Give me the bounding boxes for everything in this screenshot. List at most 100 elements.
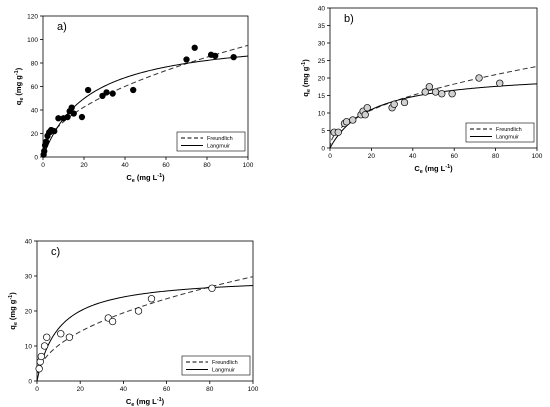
series-line-langmuir [36, 285, 254, 382]
y-axis-label-ylabel-sub: e [306, 89, 312, 92]
y-tick-label: 60 [31, 84, 39, 91]
x-axis-label-xlabel: C [414, 164, 420, 173]
y-tick-label: 15 [318, 93, 326, 100]
y-axis-label-unit-close: ) [14, 67, 23, 70]
x-axis-label-xlabel: C [126, 173, 132, 182]
series-line-freundlich [36, 276, 254, 382]
y-tick-label: 20 [31, 131, 39, 138]
legend-label-langmuir: Langmuir [207, 144, 230, 150]
data-point [147, 295, 156, 303]
x-axis-label-xlabel-unit: (mg L [425, 164, 446, 173]
legend: Freundlich Langmuir [176, 131, 246, 152]
legend: Freundlich Langmuir [181, 355, 251, 376]
x-tick-label: 40 [120, 386, 128, 393]
legend-box [181, 355, 251, 376]
y-axis-label-ylabel-sub: e [13, 322, 19, 325]
y-axis-label-unit-exp: -1 [8, 295, 14, 300]
data-point [212, 52, 219, 60]
x-axis-label-unit-close: ) [450, 164, 453, 173]
data-point [42, 138, 50, 145]
data-point [349, 116, 357, 124]
x-tick-label: 80 [203, 162, 211, 169]
x-tick-label: 80 [492, 153, 500, 160]
data-point [40, 342, 49, 350]
x-tick-label: 40 [409, 153, 417, 160]
data-point [390, 100, 398, 108]
y-tick-label: 40 [31, 107, 39, 114]
y-tick-label: 0 [34, 154, 38, 161]
data-point [70, 110, 77, 117]
data-point [448, 90, 456, 98]
data-point [55, 115, 62, 122]
y-tick-label: 30 [25, 273, 33, 280]
data-point [438, 90, 446, 98]
data-point [230, 53, 237, 61]
x-axis-label-xlabel: C [126, 397, 132, 406]
data-point [84, 86, 92, 94]
data-point [361, 111, 369, 119]
x-axis-label: Ce (mg L-1) [414, 164, 453, 175]
legend: Freundlich Langmuir [465, 122, 535, 143]
data-point [65, 333, 74, 341]
data-point [134, 307, 143, 315]
y-tick-label: 5 [321, 128, 325, 135]
data-point [183, 56, 190, 63]
y-axis-label: qe (mg g-1) [301, 59, 312, 97]
x-axis-label: Ce (mg L-1) [126, 397, 165, 407]
panel-label: c) [51, 246, 60, 258]
data-point [78, 113, 86, 121]
data-point [64, 113, 71, 121]
legend-label-freundlich: Freundlich [212, 360, 238, 366]
data-point [191, 44, 198, 51]
y-axis-label-ylabel: q [14, 100, 23, 105]
data-point [334, 128, 342, 136]
data-point [51, 127, 58, 135]
panel-label: b) [344, 13, 354, 25]
x-axis-label-xlabel-unit: (mg L [137, 173, 158, 182]
data-point [431, 88, 440, 96]
x-tick-label: 20 [80, 162, 88, 169]
x-tick-label: 40 [121, 162, 129, 169]
y-tick-label: 40 [318, 5, 326, 12]
data-point [363, 104, 371, 112]
data-point [342, 118, 351, 126]
x-axis-label-xlabel-unit: (mg L [136, 397, 157, 406]
x-tick-label: 100 [248, 386, 259, 393]
legend-label-freundlich: Freundlich [207, 136, 233, 142]
data-point [103, 89, 110, 96]
data-point [109, 90, 116, 97]
legend-label-langmuir: Langmuir [212, 368, 235, 374]
y-tick-label: 80 [31, 60, 39, 67]
y-axis-label-ylabel-sub: e [19, 98, 25, 101]
x-axis-label-xlabel-sub: e [420, 169, 423, 175]
y-tick-label: 35 [318, 23, 326, 30]
y-tick-label: 30 [318, 40, 326, 47]
y-axis-label-ylabel-unit: (mg g [301, 66, 310, 87]
series-line-freundlich [42, 44, 249, 158]
x-axis-label-unit-exp: -1 [157, 173, 162, 179]
data-point [421, 88, 429, 96]
x-tick-label: 20 [368, 153, 376, 160]
y-tick-label: 10 [318, 110, 326, 117]
y-axis-label-ylabel: q [301, 92, 310, 97]
y-tick-label: 10 [25, 343, 33, 350]
x-tick-label: 100 [243, 162, 254, 169]
y-tick-label: 40 [25, 238, 33, 245]
data-point [475, 74, 483, 82]
x-tick-label: 0 [35, 386, 39, 393]
x-tick-label: 20 [77, 386, 85, 393]
y-tick-label: 0 [28, 378, 32, 385]
y-tick-label: 0 [321, 145, 325, 152]
y-tick-label: 20 [318, 75, 326, 82]
data-point [99, 92, 106, 100]
y-tick-label: 100 [27, 37, 38, 44]
x-tick-label: 80 [206, 386, 214, 393]
data-point [425, 83, 434, 91]
panel-label: a) [57, 21, 67, 33]
data-point [130, 86, 137, 94]
y-tick-label: 120 [27, 13, 38, 20]
y-tick-label: 20 [25, 308, 33, 315]
